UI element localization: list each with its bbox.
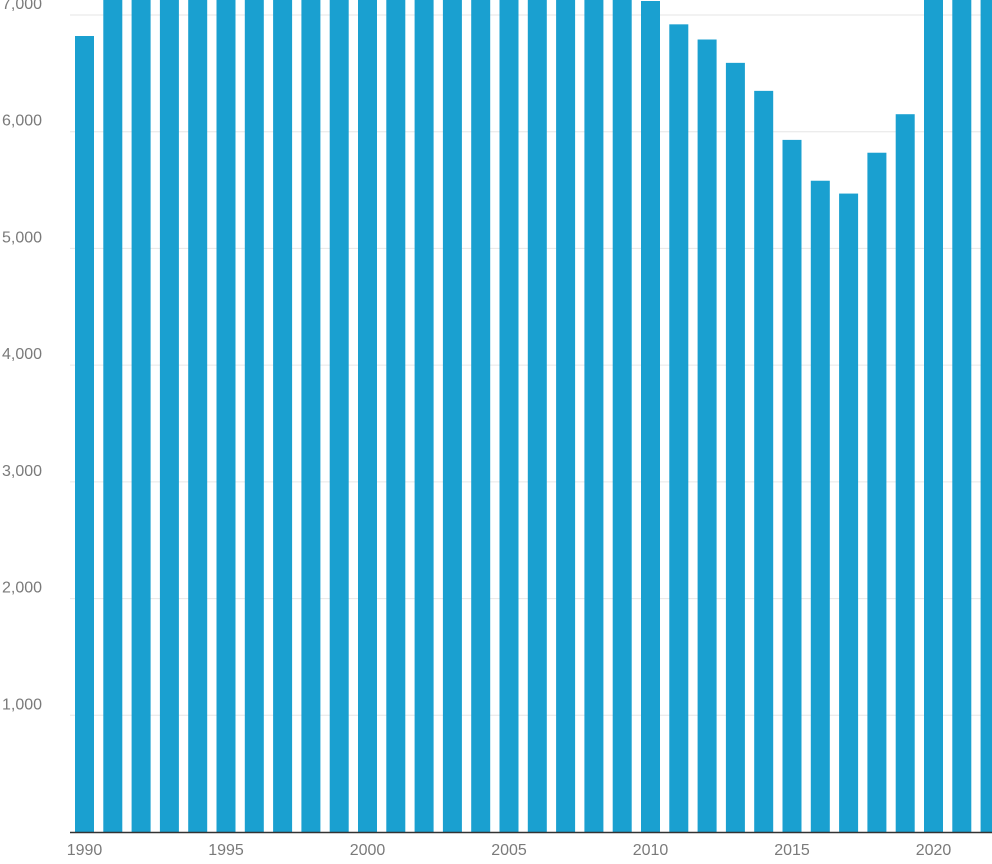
- bar-1999: [329, 0, 349, 832]
- bar-1995: [216, 0, 236, 832]
- bar-2004: [471, 0, 491, 832]
- y-tick-label: 3,000: [2, 463, 42, 480]
- bar-2015: [782, 139, 802, 833]
- bar-2006: [527, 0, 547, 832]
- bar-2008: [584, 0, 604, 832]
- bar-2012: [697, 39, 717, 832]
- x-tick-label: 2015: [774, 842, 810, 859]
- bar-1997: [273, 0, 293, 832]
- x-tick-label: 2020: [916, 842, 952, 859]
- x-tick-label: 2010: [633, 842, 669, 859]
- bar-2005: [499, 0, 519, 832]
- y-tick-label: 1,000: [2, 696, 42, 713]
- bar-2020: [924, 0, 943, 832]
- tick-labels: 1,000 2,000 3,000 4,000 5,000 6,000 7,000 1990 1…: [2, 0, 951, 859]
- bar-1993: [159, 0, 179, 832]
- bar-2017: [839, 193, 859, 832]
- bar-2003: [442, 0, 462, 832]
- bar-2010: [641, 0, 660, 833]
- bar-2019: [895, 114, 915, 832]
- bar-2011: [669, 24, 689, 832]
- bar-2007: [556, 0, 576, 832]
- bar-1996: [244, 0, 264, 832]
- bars: [75, 0, 992, 833]
- bar-2009: [612, 0, 632, 832]
- x-tick-label: 1990: [67, 842, 103, 859]
- bar-2013: [725, 62, 745, 833]
- y-tick-label: 7,000: [2, 0, 42, 13]
- x-tick-label: 1995: [208, 842, 244, 859]
- bar-1994: [188, 0, 208, 832]
- bar-2021: [952, 0, 972, 832]
- bar-2014: [754, 90, 774, 833]
- bar-2000: [358, 0, 377, 832]
- bar-2001: [386, 0, 406, 832]
- y-tick-label: 6,000: [2, 113, 42, 130]
- y-tick-label: 4,000: [2, 346, 42, 363]
- x-tick-label: 2005: [491, 842, 527, 859]
- y-tick-label: 5,000: [2, 229, 42, 246]
- bar-1998: [301, 0, 321, 832]
- bar-2016: [810, 180, 830, 833]
- bar-2022: [980, 0, 992, 832]
- bar-2002: [414, 0, 434, 832]
- bar-1992: [131, 0, 151, 832]
- bar-1990: [75, 36, 94, 833]
- x-tick-label: 2000: [350, 842, 386, 859]
- bar-1991: [103, 0, 123, 832]
- bar-2018: [867, 152, 887, 833]
- y-tick-label: 2,000: [2, 580, 42, 597]
